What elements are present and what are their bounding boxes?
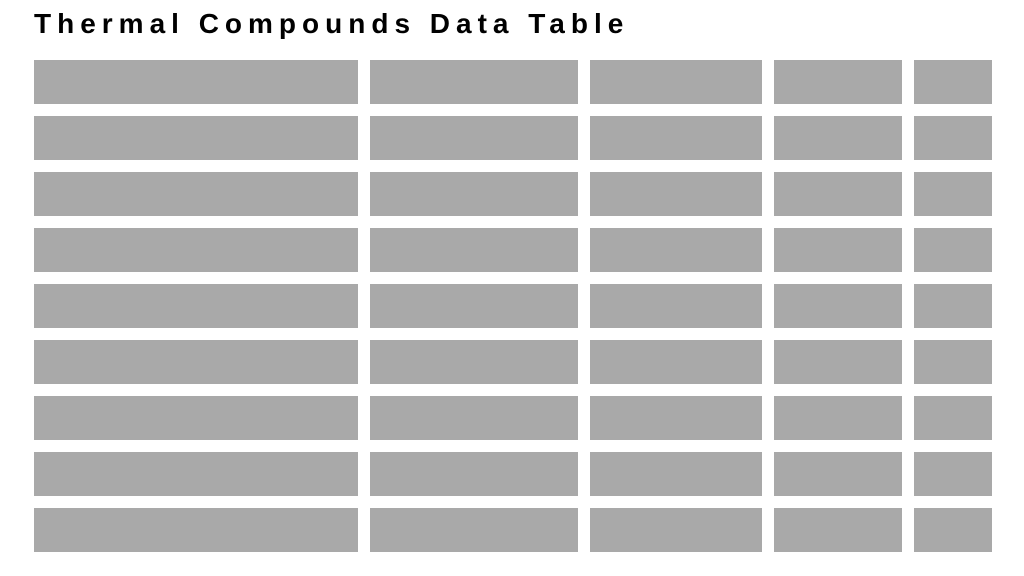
table-cell — [914, 452, 992, 496]
table-cell — [590, 284, 762, 328]
table-cell — [34, 452, 358, 496]
table-cell — [590, 116, 762, 160]
table-cell — [590, 228, 762, 272]
table-cell — [774, 116, 902, 160]
table-cell — [774, 284, 902, 328]
table-cell — [370, 508, 578, 552]
table-row — [34, 396, 1008, 440]
table-cell — [914, 508, 992, 552]
table-cell — [914, 396, 992, 440]
table-cell — [774, 60, 902, 104]
table-cell — [34, 116, 358, 160]
table-row — [34, 228, 1008, 272]
table-cell — [370, 228, 578, 272]
table-cell — [370, 340, 578, 384]
page-container: Thermal Compounds Data Table — [0, 0, 1024, 576]
table-cell — [34, 60, 358, 104]
data-table — [34, 60, 1008, 552]
table-cell — [590, 172, 762, 216]
table-row — [34, 172, 1008, 216]
table-cell — [590, 60, 762, 104]
table-cell — [774, 396, 902, 440]
table-cell — [914, 60, 992, 104]
table-cell — [590, 396, 762, 440]
table-cell — [370, 116, 578, 160]
table-cell — [774, 508, 902, 552]
table-cell — [914, 172, 992, 216]
table-cell — [34, 228, 358, 272]
page-title: Thermal Compounds Data Table — [34, 8, 1008, 40]
table-cell — [34, 172, 358, 216]
table-cell — [774, 228, 902, 272]
table-cell — [370, 284, 578, 328]
table-cell — [370, 172, 578, 216]
table-cell — [914, 284, 992, 328]
table-cell — [774, 172, 902, 216]
table-cell — [914, 116, 992, 160]
table-cell — [34, 508, 358, 552]
table-cell — [590, 340, 762, 384]
table-cell — [774, 340, 902, 384]
table-cell — [774, 452, 902, 496]
table-cell — [370, 396, 578, 440]
table-cell — [914, 228, 992, 272]
table-cell — [590, 452, 762, 496]
table-cell — [34, 284, 358, 328]
table-cell — [370, 60, 578, 104]
table-row — [34, 508, 1008, 552]
table-row — [34, 284, 1008, 328]
table-cell — [370, 452, 578, 496]
table-row — [34, 340, 1008, 384]
table-cell — [914, 340, 992, 384]
table-row — [34, 116, 1008, 160]
table-cell — [590, 508, 762, 552]
table-row — [34, 60, 1008, 104]
table-cell — [34, 340, 358, 384]
table-cell — [34, 396, 358, 440]
table-row — [34, 452, 1008, 496]
